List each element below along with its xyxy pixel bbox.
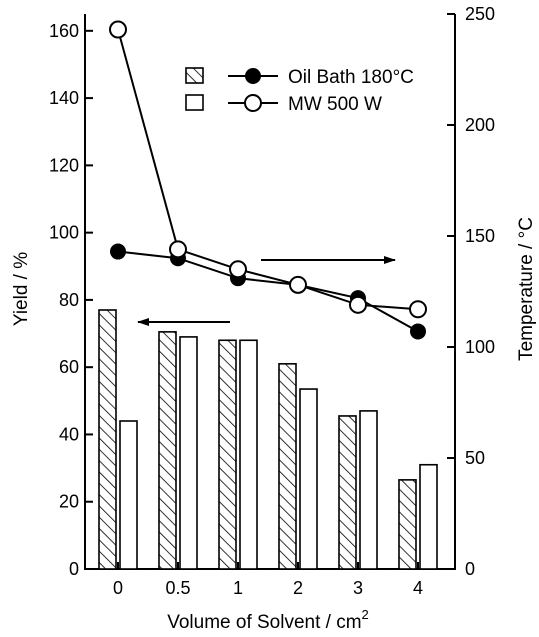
- tick-label-x-0: 0: [113, 578, 123, 598]
- point-mw-0: [109, 20, 127, 39]
- point-mw-2: [289, 275, 307, 294]
- y-axis-left-title: Yield / %: [11, 252, 32, 326]
- tick-label-x-3: 3: [353, 578, 363, 598]
- bar-oil-bath-0.5: [158, 331, 177, 570]
- x-axis-title-superscript: 2: [362, 607, 369, 622]
- tick-label-left-100: 100: [49, 223, 79, 243]
- bar-oil-bath-2: [278, 363, 297, 570]
- bar-mw-0: [119, 420, 138, 570]
- bar-mw-2: [299, 388, 318, 570]
- bar-mw-3: [359, 410, 378, 570]
- bar-oil-bath-3: [338, 415, 357, 570]
- legend-swatch-bar-oil-bath: [185, 67, 204, 84]
- legend-marker-oil-bath: [245, 68, 261, 84]
- tick-label-left-80: 80: [59, 290, 79, 310]
- point-mw-1: [229, 260, 247, 279]
- annotations: [137, 256, 396, 326]
- plot-frame: [84, 14, 456, 570]
- bar-mw-0.5: [179, 336, 198, 570]
- bar-oil-bath-1: [218, 339, 237, 570]
- tick-label-right-250: 250: [465, 4, 495, 24]
- tick-label-left-140: 140: [49, 88, 79, 108]
- x-axis-title-text: Volume of Solvent / cm: [167, 612, 361, 633]
- tick-label-right-150: 150: [465, 226, 495, 246]
- tick-label-x-0.5: 0.5: [165, 578, 190, 598]
- point-oil-bath-0: [110, 243, 126, 260]
- legend-label-mw: MW 500 W: [288, 94, 382, 115]
- bar-oil-bath-0: [98, 309, 117, 570]
- tick-label-left-0: 0: [69, 559, 79, 579]
- line-series: [109, 20, 427, 340]
- tick-label-left-60: 60: [59, 357, 79, 377]
- tick-label-left-160: 160: [49, 21, 79, 41]
- bar-oil-bath-4: [398, 479, 417, 570]
- legend-label-oil-bath: Oil Bath 180°C: [288, 67, 414, 88]
- tick-label-x-4: 4: [413, 578, 423, 598]
- tick-label-left-40: 40: [59, 424, 79, 444]
- tick-label-x-1: 1: [233, 578, 243, 598]
- tick-label-right-0: 0: [465, 559, 475, 579]
- tick-label-left-20: 20: [59, 492, 79, 512]
- y-axis-right-title: Temperature / °C: [516, 217, 537, 361]
- legend-swatch-bar-mw: [185, 94, 204, 111]
- tick-label-x-2: 2: [293, 578, 303, 598]
- point-mw-4: [409, 300, 427, 319]
- tick-label-right-200: 200: [465, 115, 495, 135]
- bar-mw-1: [239, 339, 258, 570]
- line-oil-bath: [117, 250, 419, 333]
- tick-label-right-100: 100: [465, 337, 495, 357]
- axis-ticks: 0 20 40 60 80 100 120 140 160 0 50 100 150 200 250 0 0.5…: [49, 4, 495, 598]
- legend: Oil Bath 180°C MW 500 W: [185, 67, 414, 115]
- bar-mw-4: [419, 463, 438, 570]
- tick-label-right-50: 50: [465, 448, 485, 468]
- point-mw-0.5: [169, 240, 187, 259]
- line-mw: [117, 29, 419, 311]
- point-oil-bath-4: [410, 323, 426, 340]
- axes-outline: [84, 14, 456, 570]
- legend-marker-mw: [244, 94, 262, 112]
- x-axis-title: Volume of Solvent / cm2: [167, 607, 369, 633]
- bars: [98, 309, 438, 570]
- point-mw-3: [349, 295, 367, 314]
- tick-label-left-120: 120: [49, 155, 79, 175]
